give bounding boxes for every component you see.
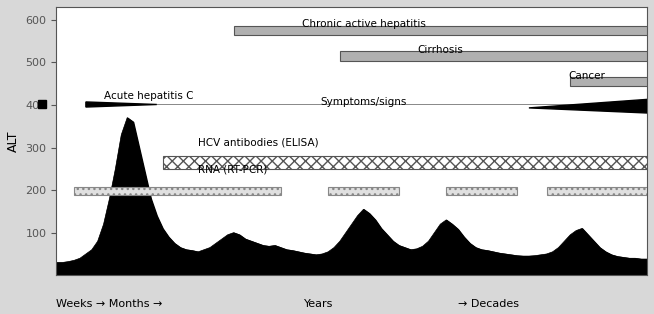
Bar <box>570 77 647 86</box>
Bar <box>340 51 647 61</box>
Text: Weeks → Months →: Weeks → Months → <box>56 300 163 309</box>
Text: Cancer: Cancer <box>569 71 606 81</box>
Bar <box>233 26 647 35</box>
Bar <box>163 156 647 169</box>
Y-axis label: ALT: ALT <box>7 130 20 152</box>
Bar <box>446 187 517 195</box>
Bar <box>547 187 647 195</box>
Bar <box>328 187 399 195</box>
Text: HCV antibodies (ELISA): HCV antibodies (ELISA) <box>198 138 318 147</box>
Text: Years: Years <box>305 300 334 309</box>
Polygon shape <box>86 102 157 107</box>
Text: → Decades: → Decades <box>458 300 519 309</box>
Polygon shape <box>529 99 647 113</box>
Text: Symptoms/signs: Symptoms/signs <box>320 96 407 106</box>
Text: Chronic active hepatitis: Chronic active hepatitis <box>301 19 426 29</box>
Text: RNA (RT-PCR): RNA (RT-PCR) <box>198 165 267 175</box>
Bar <box>74 187 281 195</box>
Text: Cirrhosis: Cirrhosis <box>417 45 463 55</box>
Text: Acute hepatitis C: Acute hepatitis C <box>103 91 193 101</box>
